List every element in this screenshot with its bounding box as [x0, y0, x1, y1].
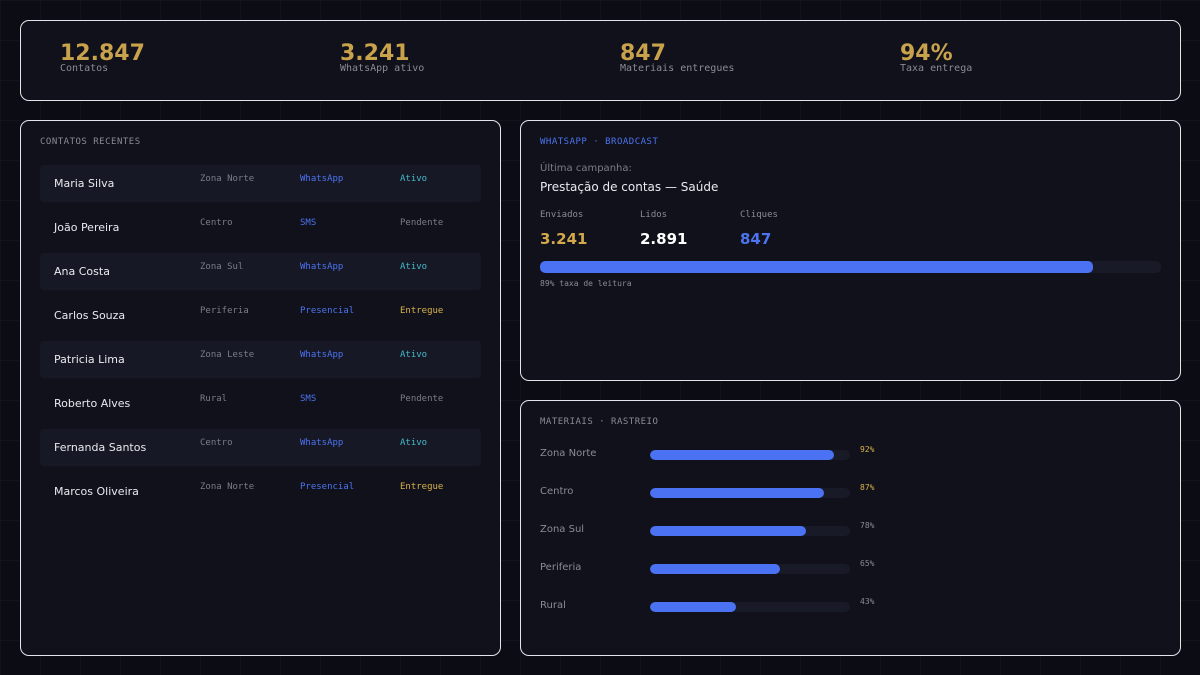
contact-zone: Zona Norte [200, 174, 255, 184]
stat-label: Taxa entrega [900, 63, 973, 74]
contact-channel: SMS [300, 218, 317, 228]
contact-name: Maria Silva [54, 177, 115, 190]
contact-zone: Centro [200, 218, 233, 228]
contact-name: João Pereira [54, 221, 120, 234]
contact-channel: WhatsApp [300, 438, 344, 448]
material-row: Zona Norte 92% [540, 444, 1140, 464]
contact-zone: Centro [200, 438, 233, 448]
table-row[interactable]: Fernanda Santos Centro WhatsApp Ativo [40, 429, 481, 466]
recent-contacts-panel: CONTATOS RECENTES Maria Silva Zona Norte… [20, 120, 501, 656]
metric-value: 2.891 [640, 230, 688, 248]
material-zone: Centro [540, 486, 574, 497]
metric-lidos: Lidos 2.891 [640, 210, 687, 248]
contact-status: Ativo [400, 438, 428, 448]
stat-taxa-entrega: 94% Taxa entrega [900, 41, 972, 74]
recent-contacts-title: CONTATOS RECENTES [40, 137, 141, 147]
table-row[interactable]: Patricia Lima Zona Leste WhatsApp Ativo [40, 341, 481, 378]
material-zone: Zona Norte [540, 448, 597, 459]
contact-status: Ativo [400, 174, 428, 184]
contact-name: Ana Costa [54, 265, 110, 278]
material-progress-bar [650, 450, 850, 460]
contact-channel: WhatsApp [300, 350, 344, 360]
material-progress-fill [650, 526, 806, 536]
contact-status: Pendente [400, 218, 444, 228]
contact-name: Marcos Oliveira [54, 485, 139, 498]
contact-name: Fernanda Santos [54, 441, 147, 454]
stat-label: Materiais entregues [620, 63, 735, 74]
table-row[interactable]: Marcos Oliveira Zona Norte Presencial En… [40, 473, 481, 510]
stat-value: 3.241 [340, 41, 410, 66]
contact-status: Entregue [400, 482, 444, 492]
stat-value: 847 [620, 41, 666, 66]
contact-status: Entregue [400, 306, 444, 316]
material-row: Periferia 65% [540, 558, 1140, 578]
contact-status: Pendente [400, 394, 444, 404]
materials-tracking-panel: MATERIAIS · RASTREIO Zona Norte 92% Cent… [520, 400, 1181, 656]
stats-panel: 12.847 Contatos 3.241 WhatsApp ativo 847… [20, 20, 1181, 101]
metric-enviados: Enviados 3.241 [540, 210, 587, 248]
metric-label: Cliques [740, 210, 778, 220]
material-zone: Zona Sul [540, 524, 585, 535]
contact-channel: WhatsApp [300, 174, 344, 184]
material-percent: 65% [860, 559, 875, 568]
table-row[interactable]: Roberto Alves Rural SMS Pendente [40, 385, 481, 422]
metric-value: 3.241 [540, 230, 588, 248]
read-rate-fill [540, 261, 1093, 273]
material-percent: 43% [860, 597, 875, 606]
whatsapp-broadcast-panel: WHATSAPP · BROADCAST Última campanha: Pr… [520, 120, 1181, 381]
broadcast-title: WHATSAPP · BROADCAST [540, 137, 659, 147]
contact-name: Patricia Lima [54, 353, 125, 366]
stat-whatsapp-ativo: 3.241 WhatsApp ativo [340, 41, 424, 74]
contact-status: Ativo [400, 262, 428, 272]
metric-label: Lidos [640, 210, 668, 220]
metric-cliques: Cliques 847 [740, 210, 778, 248]
material-progress-bar [650, 602, 850, 612]
contact-channel: Presencial [300, 482, 355, 492]
material-percent: 87% [860, 483, 875, 492]
contact-zone: Zona Leste [200, 350, 255, 360]
stat-materiais-entregues: 847 Materiais entregues [620, 41, 734, 74]
contacts-list: Maria Silva Zona Norte WhatsApp Ativo Jo… [40, 165, 481, 517]
metric-value: 847 [740, 230, 772, 248]
last-campaign-label: Última campanha: [540, 163, 632, 174]
stat-label: WhatsApp ativo [340, 63, 425, 74]
material-percent: 78% [860, 521, 875, 530]
contact-zone: Zona Norte [200, 482, 255, 492]
contact-channel: SMS [300, 394, 317, 404]
read-rate-caption: 89% taxa de leitura [540, 279, 632, 288]
material-zone: Rural [540, 600, 566, 611]
material-progress-bar [650, 564, 850, 574]
table-row[interactable]: Ana Costa Zona Sul WhatsApp Ativo [40, 253, 481, 290]
material-progress-fill [650, 488, 824, 498]
table-row[interactable]: Carlos Souza Periferia Presencial Entreg… [40, 297, 481, 334]
material-progress-fill [650, 450, 834, 460]
material-percent: 92% [860, 445, 875, 454]
material-row: Rural 43% [540, 596, 1140, 616]
contact-zone: Zona Sul [200, 262, 244, 272]
campaign-name: Prestação de contas — Saúde [540, 180, 719, 194]
contact-name: Roberto Alves [54, 397, 131, 410]
contact-channel: Presencial [300, 306, 355, 316]
stat-contatos: 12.847 Contatos [60, 41, 145, 74]
stat-label: Contatos [60, 63, 109, 74]
read-rate-bar [540, 261, 1161, 273]
contact-zone: Periferia [200, 306, 249, 316]
material-progress-bar [650, 526, 850, 536]
stat-value: 12.847 [60, 41, 145, 66]
table-row[interactable]: Maria Silva Zona Norte WhatsApp Ativo [40, 165, 481, 202]
material-progress-fill [650, 564, 780, 574]
material-progress-fill [650, 602, 736, 612]
table-row[interactable]: João Pereira Centro SMS Pendente [40, 209, 481, 246]
contact-status: Ativo [400, 350, 428, 360]
metric-label: Enviados [540, 210, 584, 220]
stat-value: 94% [900, 41, 953, 66]
material-row: Centro 87% [540, 482, 1140, 502]
contact-channel: WhatsApp [300, 262, 344, 272]
contact-name: Carlos Souza [54, 309, 126, 322]
materials-title: MATERIAIS · RASTREIO [540, 417, 659, 427]
contact-zone: Rural [200, 394, 228, 404]
material-zone: Periferia [540, 562, 582, 573]
material-progress-bar [650, 488, 850, 498]
material-row: Zona Sul 78% [540, 520, 1140, 540]
